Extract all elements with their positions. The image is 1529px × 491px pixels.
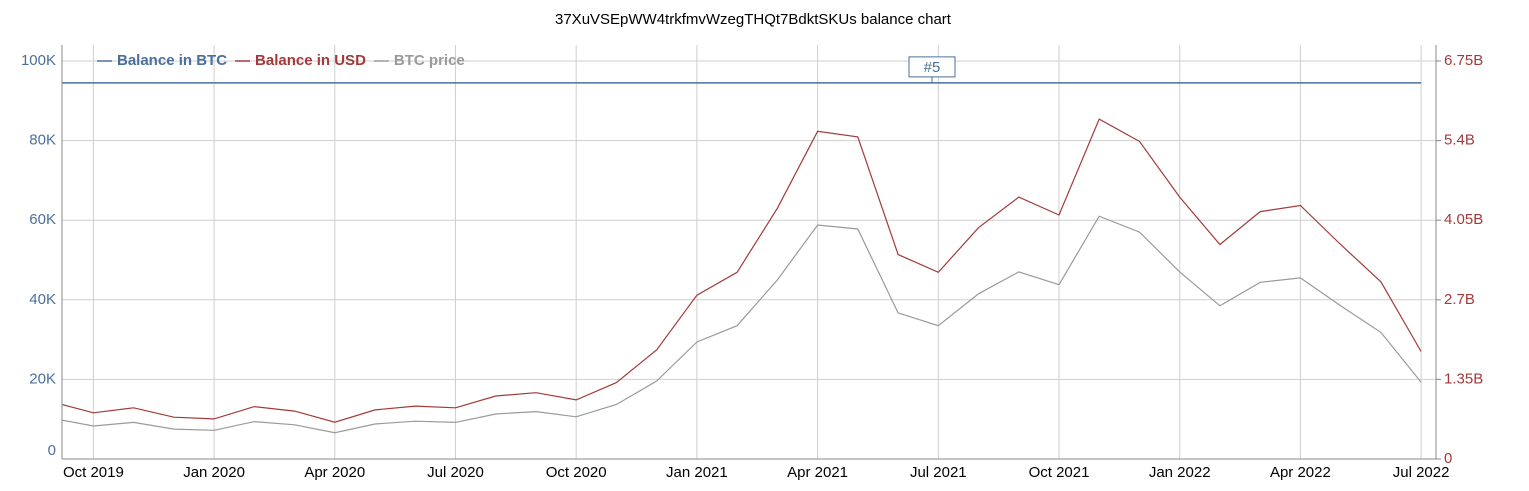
y2-tick-label: 5.4B: [1444, 132, 1475, 149]
chart-title: 37XuVSEpWW4trkfmvWzegTHQt7BdktSKUs balan…: [555, 11, 952, 28]
plot-area: [62, 82, 1422, 434]
x-tick-label: Oct 2019: [63, 464, 124, 481]
y-tick-label: 40K: [29, 291, 56, 308]
y-tick-label: 60K: [29, 211, 56, 228]
y2-tick-label: 0: [1444, 450, 1452, 467]
x-tick-label: Jul 2022: [1393, 464, 1450, 481]
y-tick-label: 0: [48, 442, 56, 459]
y2-tick-label: 6.75B: [1444, 52, 1483, 69]
grid: [62, 45, 1436, 460]
overlay: 0 20K 40K 60K 80K 100K 0 1.35B 2.7B 4.05B 5.4B 6.75…: [21, 45, 1483, 481]
y2-tick-label: 1.35B: [1444, 370, 1483, 387]
series-line: [62, 118, 1422, 423]
annotation-box: [908, 56, 956, 78]
x-tick-label: Jan 2022: [1149, 464, 1211, 481]
legend-label: Balance in BTC: [117, 52, 227, 69]
x-tick-label: Jul 2020: [427, 464, 484, 481]
x-tick-label: Apr 2021: [787, 464, 848, 481]
x-tick-label: Jan 2020: [183, 464, 245, 481]
x-tick-label: Oct 2021: [1029, 464, 1090, 481]
y-tick-label: 20K: [29, 370, 56, 387]
x-tick-label: Apr 2020: [304, 464, 365, 481]
y-tick-label: 100K: [21, 52, 56, 69]
x-tick-label: Jan 2021: [666, 464, 728, 481]
series-line: [62, 215, 1422, 434]
x-tick-label: Jul 2021: [910, 464, 967, 481]
legend-label: Balance in USD: [255, 52, 366, 69]
y2-tick-label: 2.7B: [1444, 291, 1475, 308]
x-tick-label: Oct 2020: [546, 464, 607, 481]
x-tick-label: Apr 2022: [1270, 464, 1331, 481]
annotation: #5: [924, 59, 941, 76]
y2-tick-label: 4.05B: [1444, 211, 1483, 228]
legend-label: BTC price: [394, 52, 465, 69]
y-tick-label: 80K: [29, 132, 56, 149]
